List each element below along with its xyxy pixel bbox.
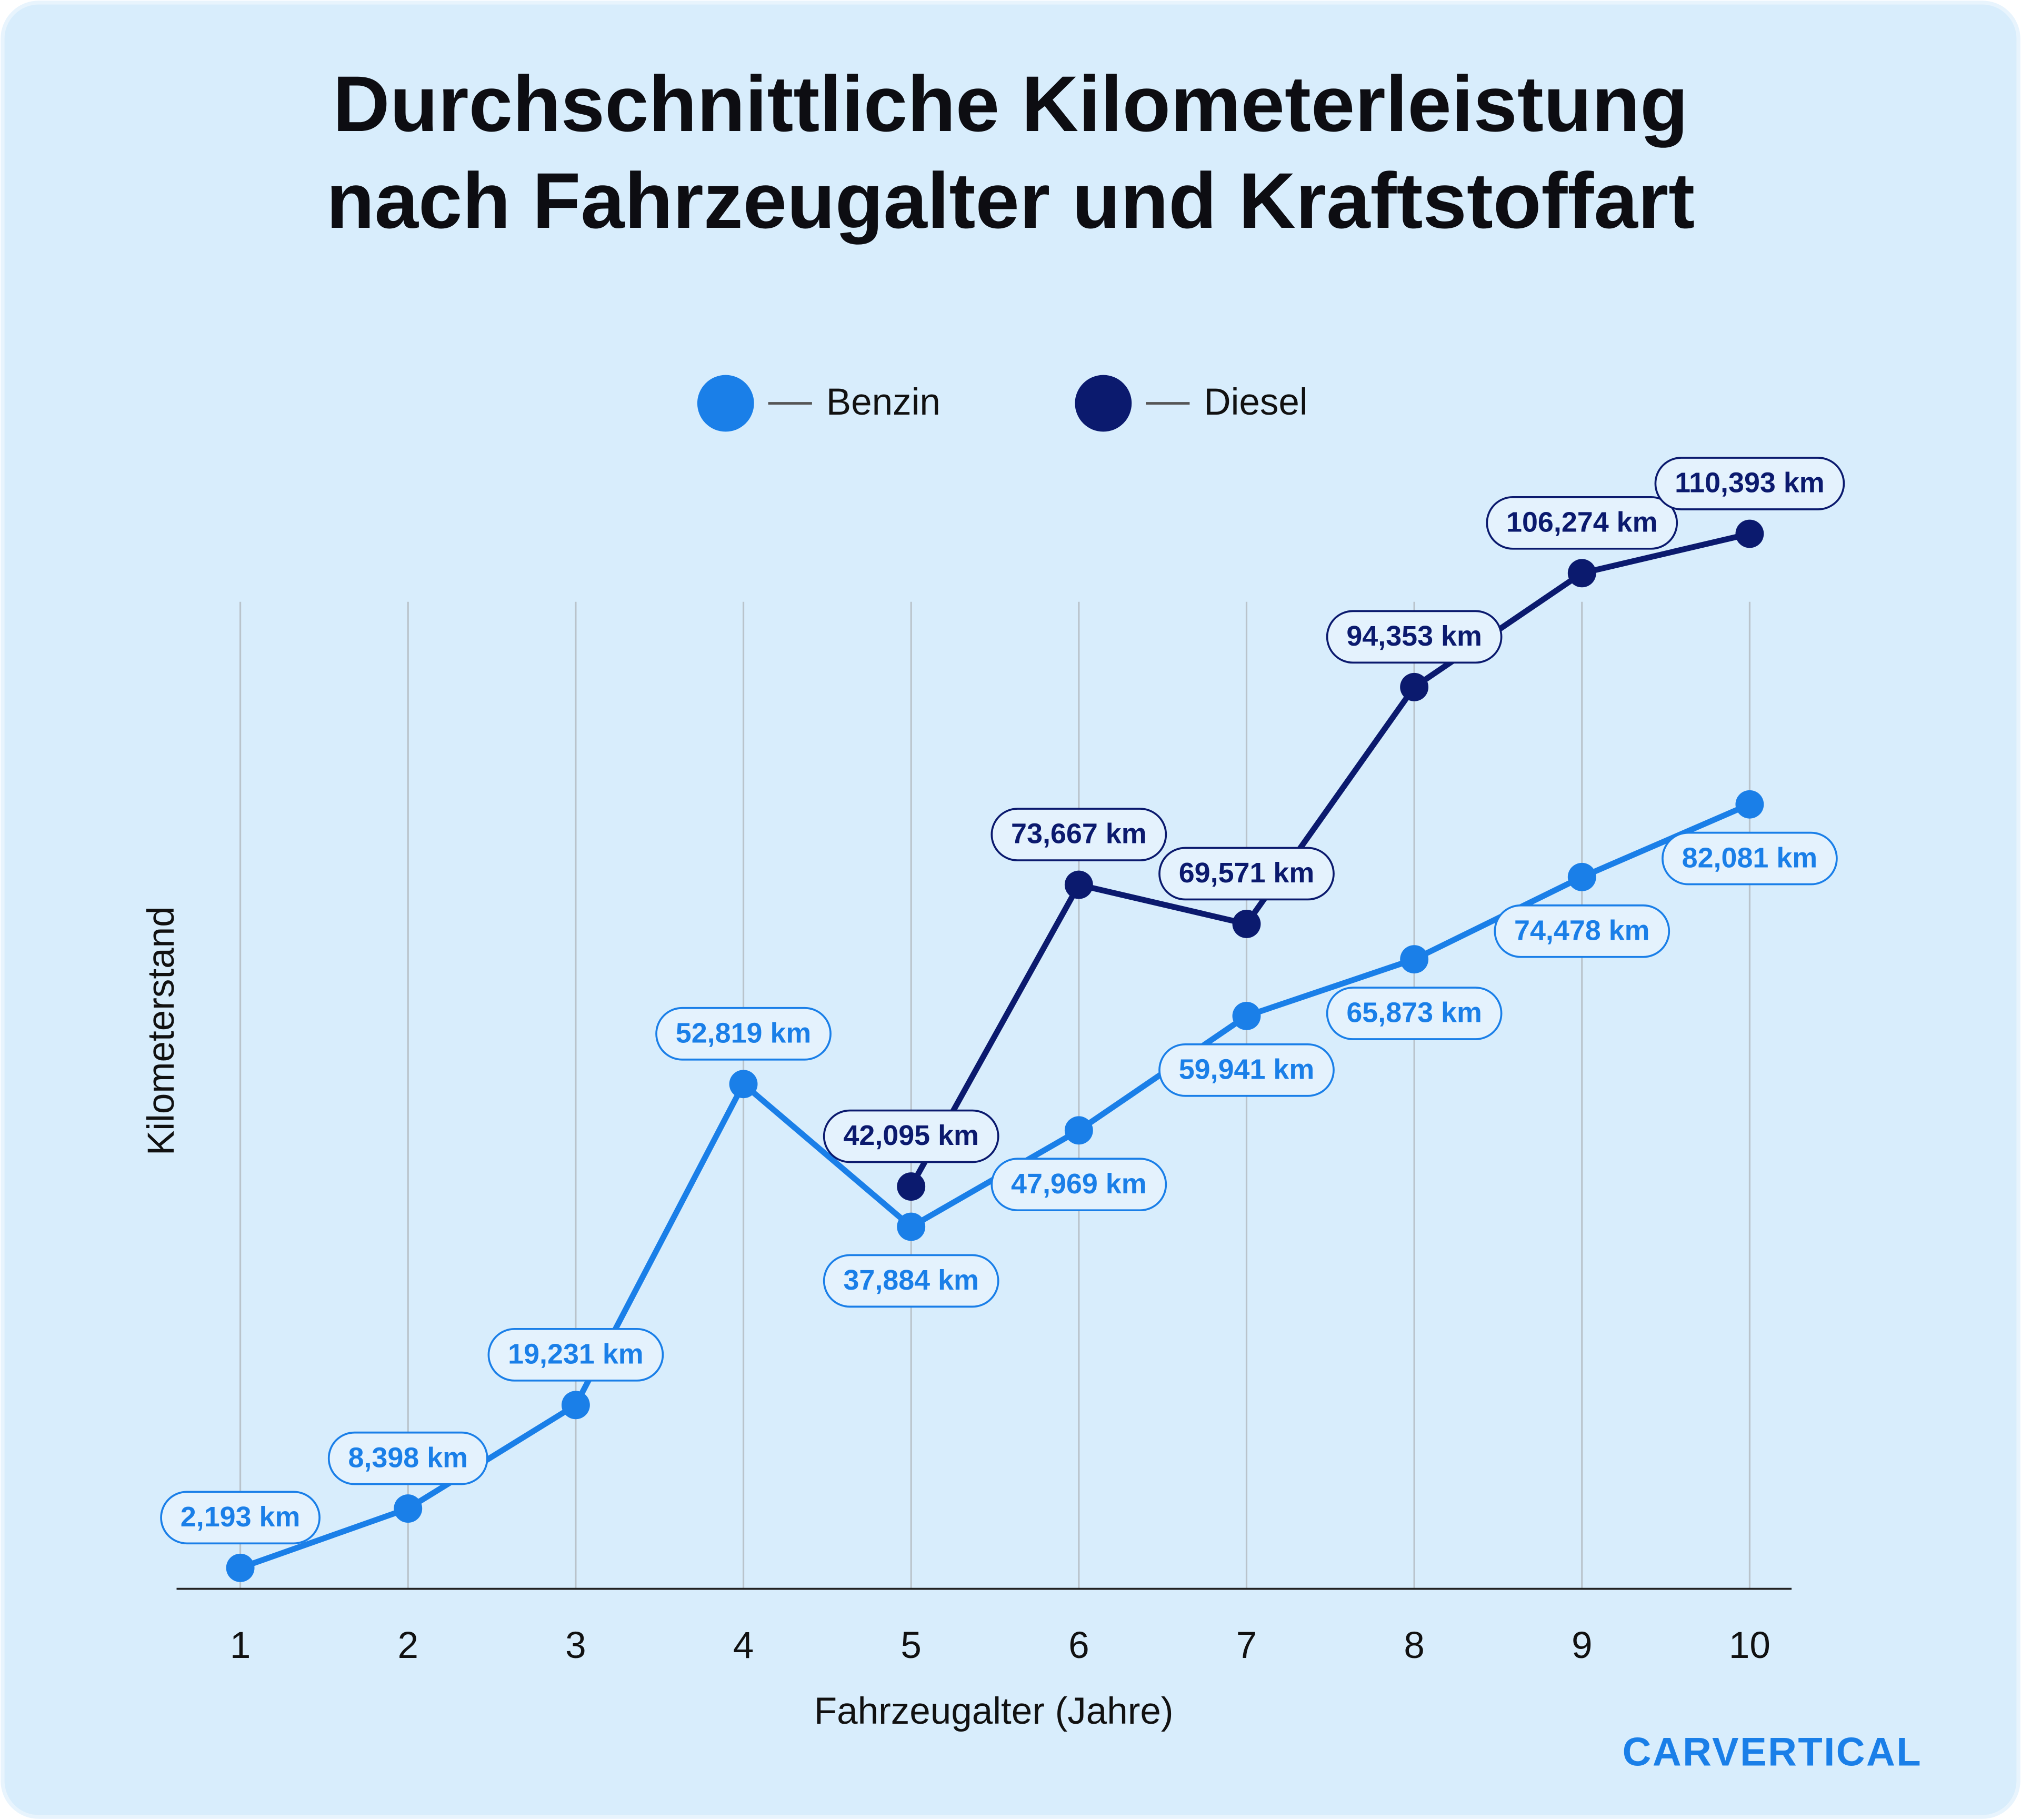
- x-tick-label: 6: [1068, 1625, 1089, 1666]
- data-label-box: [655, 1007, 832, 1061]
- data-label: 19,231 km: [508, 1339, 644, 1370]
- data-label: 82,081 km: [1682, 842, 1818, 873]
- data-point: [561, 1391, 590, 1420]
- data-point: [897, 1212, 926, 1241]
- legend-marker: [1075, 375, 1132, 432]
- data-label: 42,095 km: [843, 1120, 979, 1151]
- data-label: 73,667 km: [1011, 818, 1147, 850]
- data-label-box: [823, 1254, 999, 1308]
- data-label: 47,969 km: [1011, 1168, 1147, 1200]
- legend-label: Diesel: [1204, 381, 1307, 423]
- data-label: 8,398 km: [348, 1442, 468, 1473]
- data-label-box: [1158, 847, 1335, 901]
- data-label: 110,393 km: [1675, 467, 1825, 499]
- series-line: [908, 531, 1750, 1188]
- data-label: 106,274 km: [1506, 506, 1657, 538]
- data-point: [394, 1494, 423, 1523]
- chart-title: Durchschnittliche Kilometerleistung nach…: [326, 59, 1695, 245]
- x-tick-label: 7: [1236, 1625, 1257, 1666]
- y-axis-label: Kilometerstand: [141, 906, 182, 1155]
- data-label-box: [991, 808, 1167, 861]
- data-point: [1567, 559, 1596, 588]
- x-tick-label: 4: [733, 1625, 754, 1666]
- data-label: 74,478 km: [1514, 914, 1650, 946]
- legend-marker: [697, 375, 754, 432]
- x-tick-label: 2: [397, 1625, 418, 1666]
- data-label: 2,193 km: [181, 1501, 301, 1533]
- x-tick-label: 3: [565, 1625, 586, 1666]
- data-label: 65,873 km: [1346, 997, 1482, 1029]
- data-label: 59,941 km: [1179, 1053, 1315, 1085]
- data-point: [1567, 862, 1596, 891]
- data-point: [1400, 672, 1429, 701]
- data-point: [897, 1172, 926, 1201]
- data-label: 52,819 km: [676, 1017, 812, 1049]
- data-label-box: [1326, 987, 1503, 1040]
- data-point: [1735, 519, 1764, 548]
- logo: CARVERTICAL: [1623, 1730, 1923, 1775]
- data-label: 94,353 km: [1346, 620, 1482, 652]
- data-label: 69,571 km: [1179, 857, 1315, 889]
- data-label: 37,884 km: [843, 1264, 979, 1296]
- data-point: [1232, 1001, 1261, 1030]
- data-point: [1735, 790, 1764, 819]
- data-label-box: [1158, 1043, 1335, 1097]
- data-point: [1064, 870, 1093, 899]
- data-point: [1400, 945, 1429, 974]
- data-label-box: [327, 1431, 488, 1485]
- data-label-box: [1326, 610, 1503, 664]
- data-label-box: [991, 1158, 1167, 1212]
- x-tick-label: 8: [1404, 1625, 1424, 1666]
- data-point: [1064, 1116, 1093, 1145]
- data-point: [1232, 910, 1261, 938]
- x-tick-label: 1: [230, 1625, 251, 1666]
- x-axis-label: Fahrzeugalter (Jahre): [814, 1691, 1174, 1732]
- data-label-box: [160, 1491, 321, 1545]
- x-tick-label: 5: [901, 1625, 921, 1666]
- data-label-box: [1662, 831, 1838, 886]
- data-label-box: [1486, 496, 1678, 550]
- x-tick-label: 9: [1572, 1625, 1592, 1666]
- data-label-box: [487, 1328, 664, 1382]
- data-label-box: [1494, 904, 1670, 958]
- data-point: [729, 1070, 758, 1099]
- x-tick-label: 10: [1729, 1625, 1770, 1666]
- legend-label: Benzin: [826, 381, 941, 423]
- data-label-box: [823, 1109, 999, 1163]
- data-point: [226, 1553, 255, 1582]
- data-label-box: [1654, 457, 1845, 510]
